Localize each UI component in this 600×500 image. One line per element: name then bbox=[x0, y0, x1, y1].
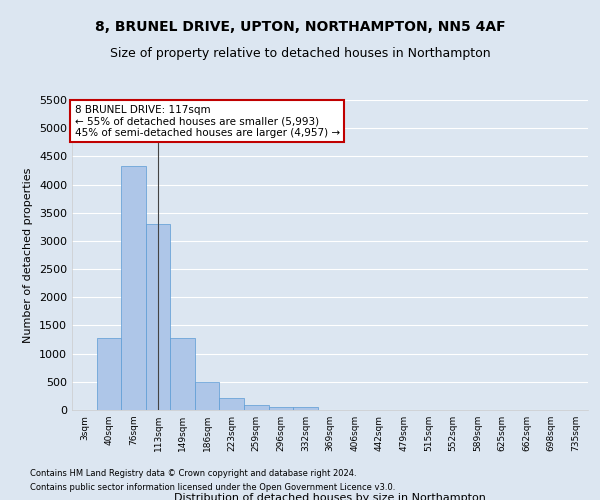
Text: 8, BRUNEL DRIVE, UPTON, NORTHAMPTON, NN5 4AF: 8, BRUNEL DRIVE, UPTON, NORTHAMPTON, NN5… bbox=[95, 20, 505, 34]
Bar bbox=[195, 382, 220, 410]
Bar bbox=[121, 166, 146, 410]
Text: 8 BRUNEL DRIVE: 117sqm
← 55% of detached houses are smaller (5,993)
45% of semi-: 8 BRUNEL DRIVE: 117sqm ← 55% of detached… bbox=[74, 104, 340, 138]
X-axis label: Distribution of detached houses by size in Northampton: Distribution of detached houses by size … bbox=[174, 493, 486, 500]
Y-axis label: Number of detached properties: Number of detached properties bbox=[23, 168, 34, 342]
Bar bbox=[269, 406, 293, 410]
Bar bbox=[170, 338, 195, 410]
Bar bbox=[244, 405, 269, 410]
Bar bbox=[146, 224, 170, 410]
Bar bbox=[293, 407, 318, 410]
Bar bbox=[97, 338, 121, 410]
Text: Contains public sector information licensed under the Open Government Licence v3: Contains public sector information licen… bbox=[30, 484, 395, 492]
Text: Size of property relative to detached houses in Northampton: Size of property relative to detached ho… bbox=[110, 48, 490, 60]
Bar bbox=[220, 398, 244, 410]
Text: Contains HM Land Registry data © Crown copyright and database right 2024.: Contains HM Land Registry data © Crown c… bbox=[30, 468, 356, 477]
